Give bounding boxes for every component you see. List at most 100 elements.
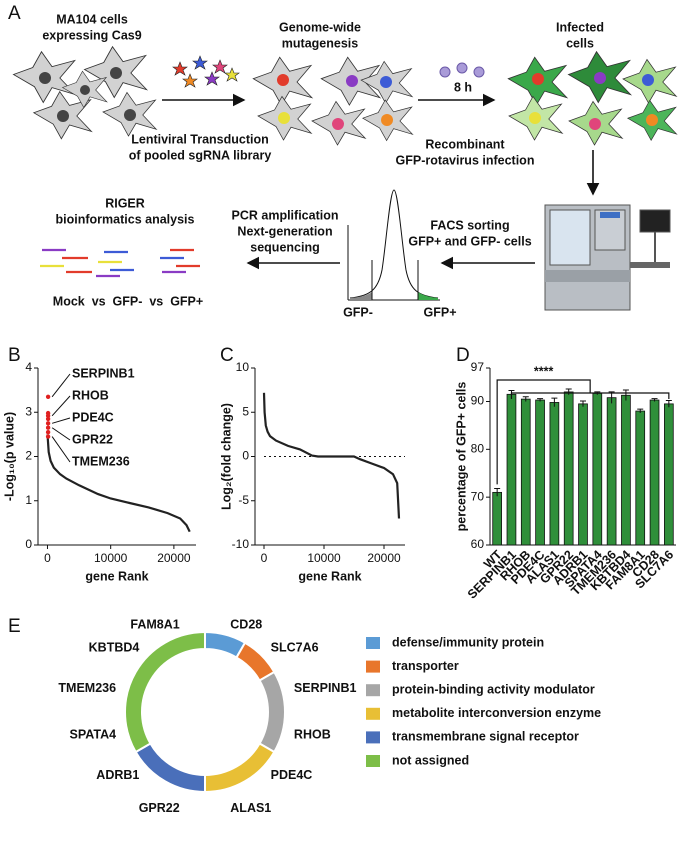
legend-label: metabolite interconversion enzyme [392,706,601,720]
y-tick-label: 97 [471,360,485,374]
panel-label: E [8,616,21,637]
gene-annotation: TMEM236 [72,454,130,468]
leader-line [51,427,71,441]
point [45,416,51,422]
bar [535,399,545,546]
x-tick-label: 10000 [94,551,128,565]
bar [492,491,502,546]
legend-swatch [366,755,380,767]
point [45,413,51,418]
y-tick-label: 90 [471,394,485,408]
legend-swatch [366,660,380,673]
point [45,421,51,426]
leader-line [51,436,71,463]
step-text: Infected [556,20,604,34]
step-text: cells [566,36,594,50]
step-text: Lentiviral Transduction [131,132,269,146]
step-text: PCR amplification [232,208,339,222]
gene-annotation: RHOB [72,388,109,402]
significance-label: **** [534,364,554,378]
bar [506,393,517,546]
donut-segment [124,630,206,754]
error-bar [637,408,644,413]
y-tick-label: 4 [25,360,32,374]
gene-annotation: GPR22 [72,432,113,446]
legend-label: defense/immunity protein [392,635,544,649]
leader-line [51,417,71,424]
legend-label: transmembrane signal receptor [392,730,579,744]
sorting-histogram [347,189,440,301]
bar [664,403,674,546]
step-text: sequencing [250,240,319,254]
x-tick-label: 0 [44,551,51,565]
x-tick-label: 20000 [157,551,191,565]
gene-label: PDE4C [271,768,313,782]
bar [578,403,588,546]
bar [549,402,560,546]
bar [635,410,646,546]
legend-swatch [366,731,380,744]
gene-label: FAM8A1 [130,617,179,631]
y-axis-label: Log₂(fold change) [219,403,233,510]
facs-machine [544,204,671,311]
bar [606,397,617,546]
panel-label: B [8,345,21,366]
y-tick-label: 60 [471,537,485,551]
donut-segment [258,670,286,754]
x-axis-label: gene Rank [298,569,361,583]
step-text: 8 h [454,80,472,94]
y-axis-label: percentage of GFP+ cells [454,382,468,532]
legend-label: transporter [392,659,459,673]
comparison-text: Mock vs GFP- vs GFP+ [53,294,203,308]
y-tick-label: 5 [242,404,249,418]
step-text: of pooled sgRNA library [129,148,272,162]
legend-swatch [366,684,380,697]
legend-swatch [366,707,380,720]
error-bar [622,389,629,401]
step-text: FACS sorting [430,218,509,232]
panel-label: C [220,345,234,366]
error-bar [580,400,586,407]
y-tick-label: 80 [471,441,485,455]
point [45,434,51,439]
error-bar [522,396,529,402]
step-text: bioinformatics analysis [56,212,195,226]
error-bar [537,398,544,402]
gene-annotation: PDE4C [72,410,114,424]
point [45,425,51,430]
panel-label: D [456,345,470,366]
y-tick-label: -10 [232,537,250,551]
bar [649,399,660,546]
sgrna-stars [172,55,240,88]
y-tick-label: 2 [25,449,32,463]
step-text: Recombinant [425,137,505,151]
virus-icons [439,62,485,78]
cell-group [13,46,157,140]
gene-label: ALAS1 [230,801,271,815]
legend-swatch [366,637,380,649]
y-tick-label: 3 [25,404,32,418]
y-tick-label: 10 [236,360,250,374]
gene-label: ADRB1 [96,768,139,782]
cell-group [507,51,677,146]
step-text: Genome-wide [279,20,361,34]
bar [621,394,631,546]
y-tick-label: 1 [25,493,32,507]
point [45,394,51,399]
bar [563,391,574,546]
cell-group [252,56,413,146]
step-text: Next-generation [237,224,332,238]
gene-label: CD28 [230,617,262,631]
bar [520,398,531,546]
error-bar [494,488,501,497]
x-tick-label: 20000 [367,551,401,565]
y-tick-label: 0 [25,537,32,551]
curve [46,434,191,533]
panel-label: A [8,3,21,24]
y-tick-label: 70 [471,489,485,503]
step-text: GFP-rotavirus infection [396,153,535,167]
leader-line [51,395,71,417]
gene-label: SLC7A6 [271,641,319,655]
gene-label: GPR22 [139,801,180,815]
